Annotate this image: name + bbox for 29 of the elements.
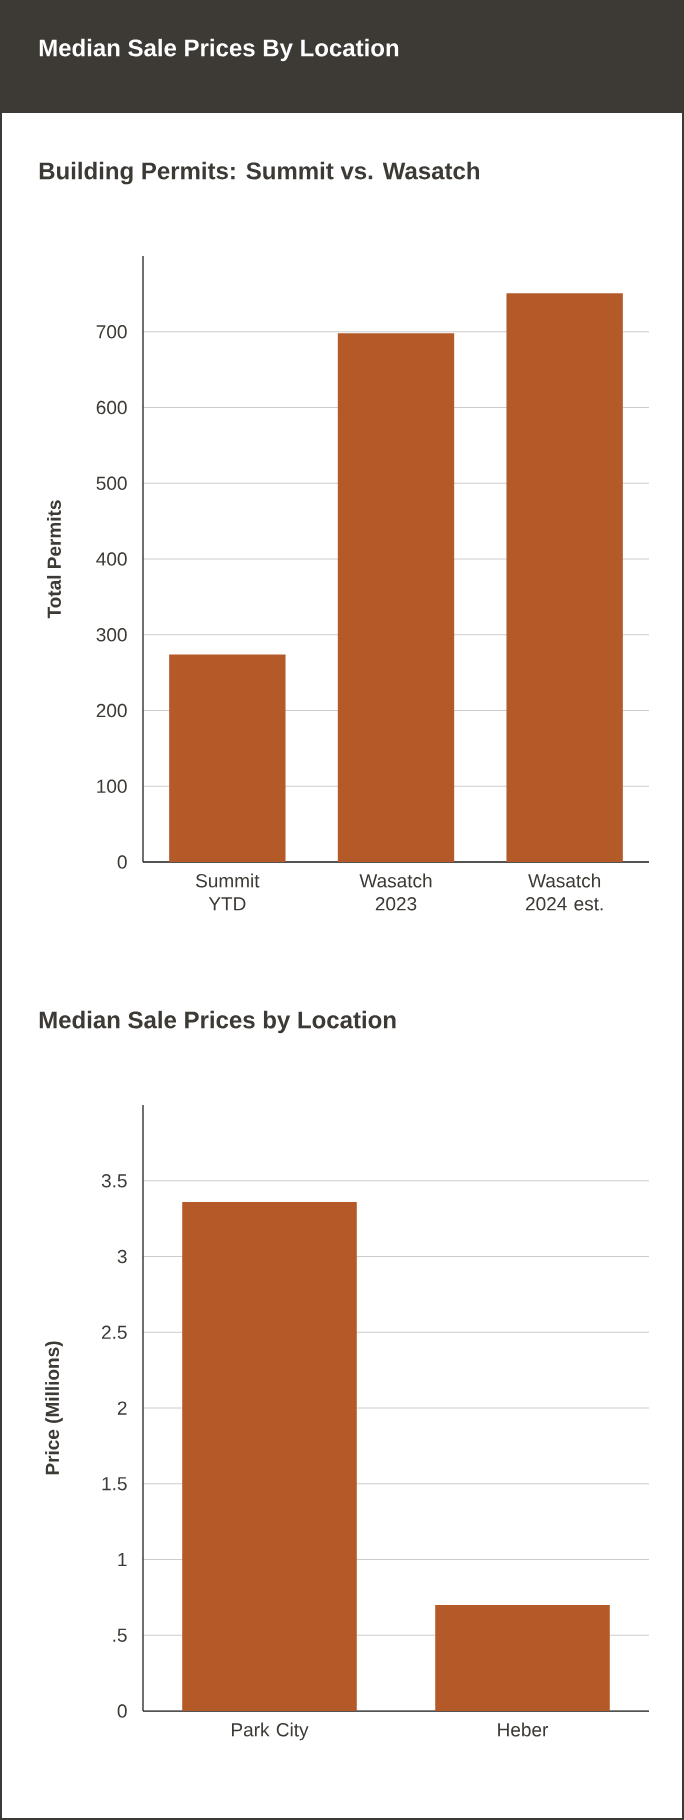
x-tick-label: Heber [498, 1722, 549, 1737]
x-tick-label: Park City [232, 1722, 309, 1741]
y-tick-label: 1.5 [102, 1477, 127, 1491]
y-tick-label: 0 [117, 855, 127, 869]
y-tick-label: 2.5 [102, 1325, 127, 1339]
x-tick-label: Summit YTD [195, 873, 260, 911]
y-axis-title: Price (Millions) [45, 1341, 63, 1475]
x-tick-label: Wasatch 2023 [359, 873, 432, 911]
y-tick-label: 500 [96, 476, 127, 490]
y-tick-label: 3 [117, 1249, 127, 1264]
y-axis-title: Total Permits [47, 500, 61, 619]
y-tick-label: 1 [118, 1552, 127, 1567]
y-tick-label: 100 [97, 779, 127, 793]
y-tick-label: 3.5 [101, 1174, 127, 1188]
y-tick-label: .5 [113, 1628, 127, 1642]
y-tick-label: 600 [96, 400, 127, 415]
y-tick-label: 2 [117, 1401, 127, 1415]
y-tick-label: 200 [96, 703, 127, 718]
bar [169, 654, 286, 863]
text: Median Sale Prices By Location [39, 38, 399, 62]
y-tick-label: 700 [96, 325, 127, 339]
y-tick-label: 400 [96, 552, 127, 566]
y-tick-label: 0 [117, 1704, 127, 1718]
chart-title: Median Sale Prices by Location [39, 1010, 396, 1034]
bar [506, 293, 623, 863]
chart-title: Building Permits: Summit vs. Wasatch [39, 161, 480, 185]
x-tick-label: Wasatch 2024 est. [526, 873, 603, 911]
bar [337, 333, 455, 863]
y-tick-label: 300 [96, 628, 127, 642]
